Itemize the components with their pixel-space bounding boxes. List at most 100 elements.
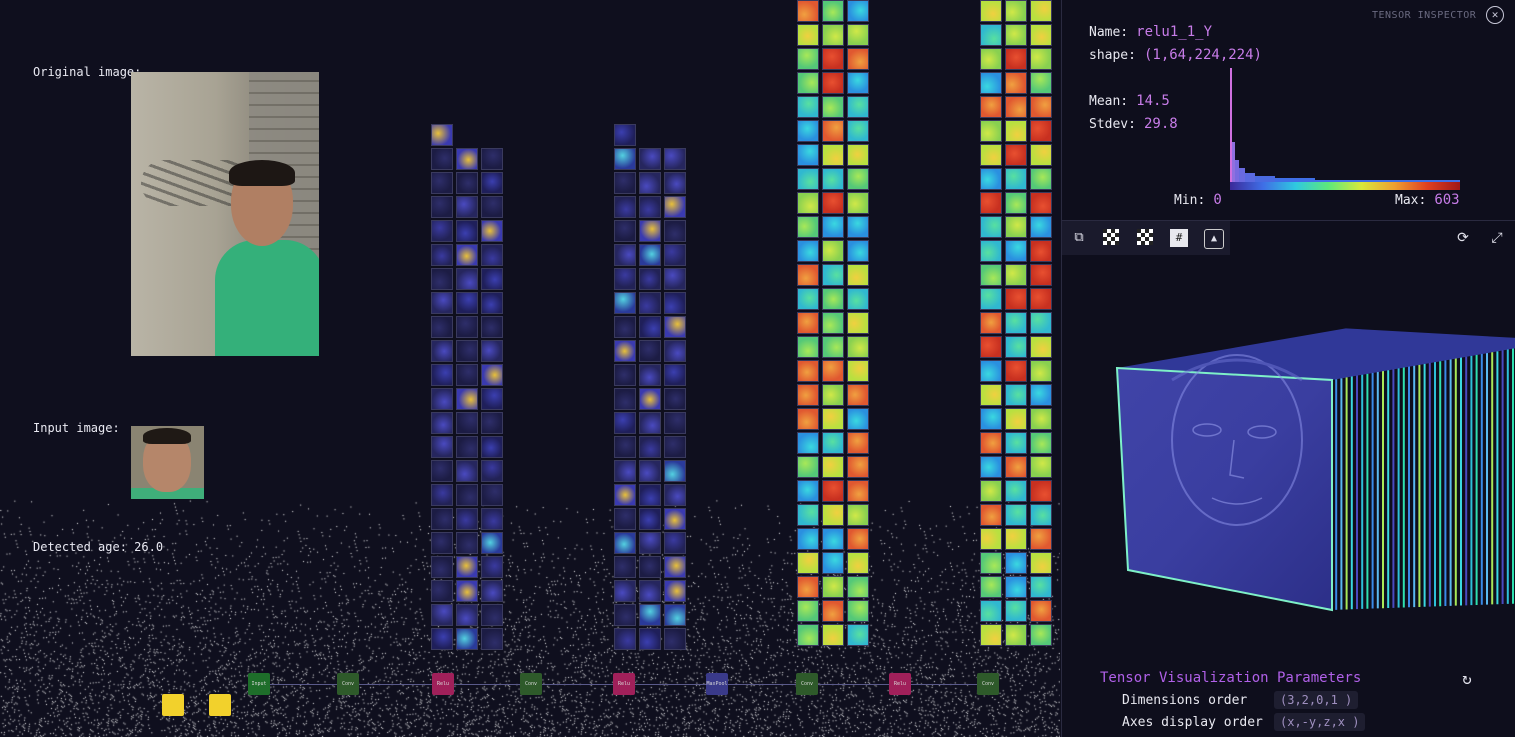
- feature-map-cell[interactable]: [481, 244, 503, 266]
- feature-map-cell[interactable]: [797, 264, 819, 286]
- feature-map-cell[interactable]: [639, 244, 661, 266]
- feature-map-cell[interactable]: [1005, 192, 1027, 214]
- feature-map-cell[interactable]: [1030, 336, 1052, 358]
- feature-map-cell[interactable]: [797, 504, 819, 526]
- feature-map-cell[interactable]: [1030, 0, 1052, 22]
- feature-map-cell[interactable]: [797, 312, 819, 334]
- feature-map-cell[interactable]: [980, 600, 1002, 622]
- copy-icon[interactable]: ⧉: [1074, 230, 1084, 245]
- feature-map-cell[interactable]: [1005, 96, 1027, 118]
- feature-map-cell[interactable]: [847, 48, 869, 70]
- feature-map-cell[interactable]: [797, 528, 819, 550]
- feature-map-cell[interactable]: [431, 436, 453, 458]
- feature-map-cell[interactable]: [797, 0, 819, 22]
- feature-map-cell[interactable]: [639, 508, 661, 530]
- feature-map-cell[interactable]: [847, 432, 869, 454]
- feature-map-cell[interactable]: [822, 504, 844, 526]
- feature-map-cell[interactable]: [639, 604, 661, 626]
- feature-map-cell[interactable]: [1030, 144, 1052, 166]
- feature-map-cell[interactable]: [847, 552, 869, 574]
- feature-map-cell[interactable]: [664, 268, 686, 290]
- feature-map-cell[interactable]: [1005, 384, 1027, 406]
- feature-map-cell[interactable]: [980, 48, 1002, 70]
- feature-map-cell[interactable]: [822, 72, 844, 94]
- feature-map-cell[interactable]: [847, 72, 869, 94]
- feature-map-cell[interactable]: [822, 480, 844, 502]
- feature-map-cell[interactable]: [431, 292, 453, 314]
- feature-map-cell[interactable]: [980, 216, 1002, 238]
- feature-map-cell[interactable]: [481, 196, 503, 218]
- feature-map-cell[interactable]: [639, 340, 661, 362]
- feature-map-cell[interactable]: [822, 624, 844, 646]
- feature-map-cell[interactable]: [664, 220, 686, 242]
- feature-map-cell[interactable]: [980, 24, 1002, 46]
- feature-map-cell[interactable]: [980, 120, 1002, 142]
- feature-map-cell[interactable]: [822, 144, 844, 166]
- feature-map-cell[interactable]: [481, 412, 503, 434]
- feature-map-cell[interactable]: [1030, 312, 1052, 334]
- graph-node-conv[interactable]: Conv: [796, 673, 818, 695]
- feature-map-cell[interactable]: [639, 580, 661, 602]
- feature-map-cell[interactable]: [980, 528, 1002, 550]
- feature-map-cell[interactable]: [664, 388, 686, 410]
- feature-map-cell[interactable]: [980, 288, 1002, 310]
- feature-map-cell[interactable]: [639, 460, 661, 482]
- feature-map-cell[interactable]: [822, 120, 844, 142]
- feature-map-cell[interactable]: [431, 580, 453, 602]
- feature-map-cell[interactable]: [1005, 552, 1027, 574]
- feature-map-cell[interactable]: [639, 148, 661, 170]
- feature-map-cell[interactable]: [664, 172, 686, 194]
- graph-node-conv[interactable]: Conv: [520, 673, 542, 695]
- graph-node-relu[interactable]: Relu: [613, 673, 635, 695]
- feature-map-cell[interactable]: [797, 456, 819, 478]
- feature-map-cell[interactable]: [822, 600, 844, 622]
- feature-map-cell[interactable]: [481, 172, 503, 194]
- feature-map-cell[interactable]: [456, 436, 478, 458]
- feature-map-column-relu2[interactable]: [614, 124, 687, 650]
- feature-map-cell[interactable]: [1030, 288, 1052, 310]
- feature-map-cell[interactable]: [822, 456, 844, 478]
- feature-map-cell[interactable]: [431, 340, 453, 362]
- graph-node-norm[interactable]: MaxPool: [706, 673, 728, 695]
- feature-map-cell[interactable]: [822, 528, 844, 550]
- feature-map-cell[interactable]: [1005, 168, 1027, 190]
- feature-map-cell[interactable]: [822, 360, 844, 382]
- feature-map-cell[interactable]: [822, 312, 844, 334]
- feature-map-cell[interactable]: [980, 408, 1002, 430]
- feature-map-cell[interactable]: [431, 220, 453, 242]
- feature-map-cell[interactable]: [614, 532, 636, 554]
- feature-map-cell[interactable]: [614, 220, 636, 242]
- feature-map-cell[interactable]: [797, 216, 819, 238]
- feature-map-cell[interactable]: [847, 96, 869, 118]
- feature-map-cell[interactable]: [1030, 168, 1052, 190]
- feature-map-cell[interactable]: [822, 576, 844, 598]
- feature-map-cell[interactable]: [456, 292, 478, 314]
- feature-map-cell[interactable]: [664, 292, 686, 314]
- feature-map-cell[interactable]: [1030, 240, 1052, 262]
- feature-map-cell[interactable]: [797, 48, 819, 70]
- feature-map-cell[interactable]: [456, 484, 478, 506]
- feature-map-cell[interactable]: [822, 48, 844, 70]
- feature-map-cell[interactable]: [664, 532, 686, 554]
- feature-map-cell[interactable]: [664, 436, 686, 458]
- feature-map-cell[interactable]: [1005, 144, 1027, 166]
- feature-map-cell[interactable]: [847, 504, 869, 526]
- feature-map-cell[interactable]: [797, 120, 819, 142]
- feature-map-cell[interactable]: [1030, 480, 1052, 502]
- feature-map-cell[interactable]: [1030, 96, 1052, 118]
- feature-map-cell[interactable]: [822, 432, 844, 454]
- feature-map-cell[interactable]: [614, 508, 636, 530]
- feature-map-cell[interactable]: [456, 628, 478, 650]
- feature-map-cell[interactable]: [797, 576, 819, 598]
- feature-map-cell[interactable]: [481, 460, 503, 482]
- feature-map-cell[interactable]: [847, 576, 869, 598]
- tensor-cube-3d-view[interactable]: [1062, 260, 1515, 660]
- feature-map-cell[interactable]: [664, 508, 686, 530]
- feature-map-cell[interactable]: [1030, 216, 1052, 238]
- feature-map-cell[interactable]: [822, 384, 844, 406]
- feature-map-cell[interactable]: [614, 196, 636, 218]
- feature-map-cell[interactable]: [481, 388, 503, 410]
- feature-map-cell[interactable]: [639, 556, 661, 578]
- feature-map-cell[interactable]: [980, 384, 1002, 406]
- feature-map-cell[interactable]: [456, 148, 478, 170]
